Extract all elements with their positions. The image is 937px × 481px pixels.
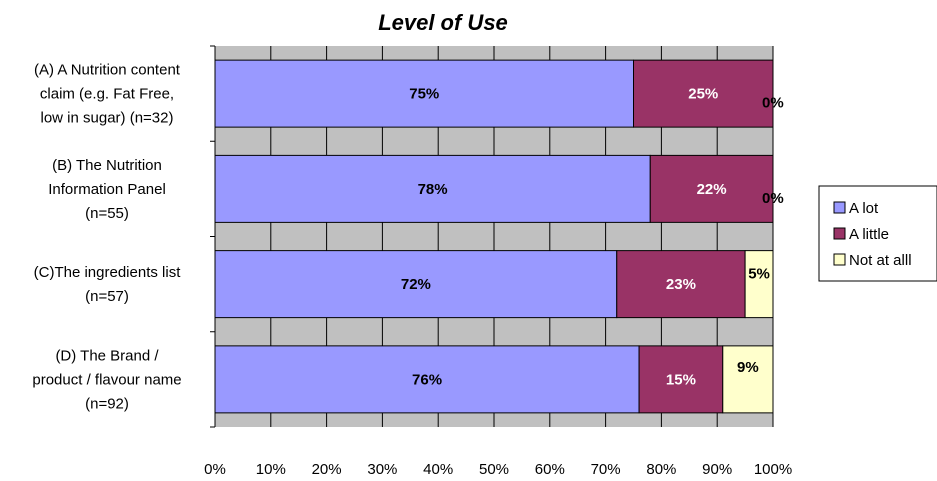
x-tick-label: 50% [479, 461, 509, 478]
x-tick-label: 30% [367, 461, 397, 478]
data-label: 23% [666, 276, 696, 293]
data-label: 78% [418, 181, 448, 198]
legend-entry: A lot [849, 200, 879, 217]
bar-segment [633, 59, 774, 128]
x-tick-label: 40% [423, 461, 453, 478]
x-tick-label: 20% [312, 461, 342, 478]
category-label: (n=55) [85, 205, 129, 222]
legend-swatch [833, 253, 846, 266]
category-label: (B) The Nutrition [52, 157, 162, 174]
bars [214, 59, 774, 414]
bar-segment [649, 154, 774, 223]
category-label: (n=92) [85, 395, 129, 412]
x-axis-ticks: 0% 10% 20% 30% 40% 50% 60% 70% 80% 90% 100% [204, 461, 792, 478]
category-label: (n=57) [85, 288, 129, 305]
data-label: 0% [762, 190, 784, 207]
x-tick-label: 60% [535, 461, 565, 478]
legend: A lot A little Not at alll [818, 185, 937, 282]
legend-entry: A little [849, 226, 889, 243]
data-label: 76% [412, 371, 442, 388]
bar-segment [638, 345, 724, 414]
data-label: 75% [409, 86, 439, 103]
bar-segment [214, 250, 618, 319]
bar-segment [214, 345, 640, 414]
data-label: 72% [401, 276, 431, 293]
data-label: 15% [666, 371, 696, 388]
bar-segment [214, 154, 651, 223]
data-labels: 75% 25% 0% 78% 22% 0% 72% 23% 5% 76% 15% 9% [401, 86, 784, 389]
legend-swatch [833, 201, 846, 214]
x-tick-label: 0% [204, 461, 226, 478]
x-tick-label: 100% [754, 461, 792, 478]
bar-segment [616, 250, 746, 319]
x-tick-label: 70% [591, 461, 621, 478]
bar-segment [744, 250, 774, 319]
category-label: Information Panel [48, 181, 166, 198]
category-label: claim (e.g. Fat Free, [40, 86, 174, 103]
legend-entry: Not at alll [849, 252, 912, 269]
category-label: (A) A Nutrition content [34, 62, 181, 79]
data-label: 22% [697, 181, 727, 198]
y-axis [210, 45, 216, 428]
category-label: (D) The Brand / [55, 347, 159, 364]
category-label: low in sugar) (n=32) [41, 110, 174, 127]
legend-swatch [833, 227, 846, 240]
x-tick-label: 10% [256, 461, 286, 478]
category-label: (C)The ingredients list [34, 264, 182, 281]
data-label: 25% [688, 86, 718, 103]
category-label: product / flavour name [32, 371, 181, 388]
x-tick-label: 80% [646, 461, 676, 478]
data-label: 9% [737, 359, 759, 376]
x-tick-label: 90% [702, 461, 732, 478]
category-labels: (A) A Nutrition content claim (e.g. Fat F… [32, 62, 181, 413]
bar-segment [722, 345, 774, 414]
data-label: 0% [762, 95, 784, 112]
data-label: 5% [748, 266, 770, 283]
chart-title: Level of Use [378, 10, 508, 35]
